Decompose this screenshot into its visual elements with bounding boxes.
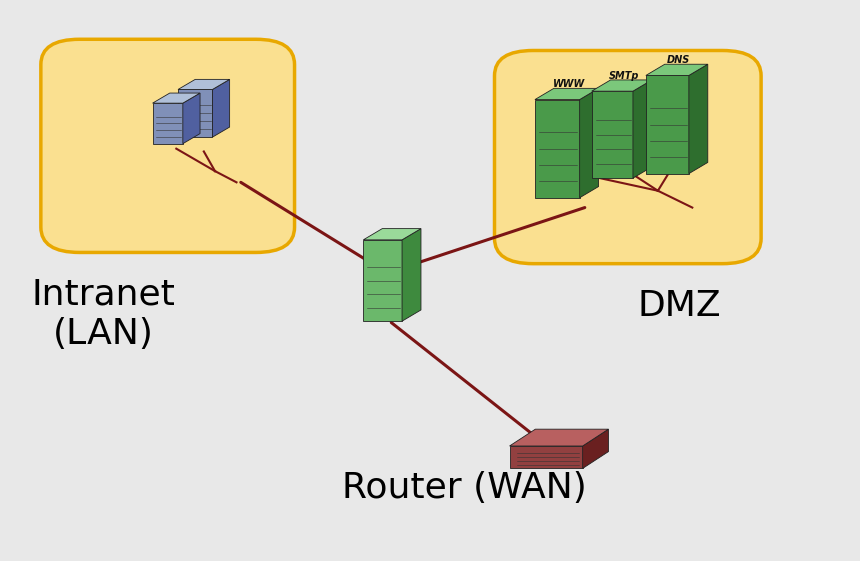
- Polygon shape: [535, 88, 599, 100]
- Polygon shape: [152, 93, 200, 103]
- Polygon shape: [363, 240, 402, 321]
- Polygon shape: [580, 88, 599, 198]
- Polygon shape: [646, 65, 708, 76]
- Polygon shape: [509, 429, 609, 446]
- Text: DNS: DNS: [667, 55, 691, 65]
- Polygon shape: [183, 93, 200, 144]
- Polygon shape: [646, 76, 689, 174]
- Text: Intranet
(LAN): Intranet (LAN): [31, 278, 175, 351]
- Polygon shape: [535, 100, 580, 198]
- Polygon shape: [689, 65, 708, 174]
- Text: SMTp: SMTp: [609, 71, 639, 80]
- Polygon shape: [363, 229, 421, 240]
- Polygon shape: [592, 80, 652, 91]
- Text: DMZ: DMZ: [637, 289, 722, 323]
- FancyBboxPatch shape: [494, 50, 761, 264]
- Polygon shape: [583, 429, 609, 468]
- Polygon shape: [152, 103, 183, 144]
- Polygon shape: [178, 89, 212, 137]
- Polygon shape: [633, 80, 652, 178]
- Text: Router (WAN): Router (WAN): [342, 471, 587, 505]
- Polygon shape: [509, 446, 583, 468]
- Text: WWW: WWW: [552, 79, 585, 89]
- FancyBboxPatch shape: [41, 39, 294, 252]
- Polygon shape: [212, 79, 230, 137]
- Polygon shape: [402, 229, 421, 321]
- Polygon shape: [592, 91, 633, 178]
- Polygon shape: [178, 79, 230, 89]
